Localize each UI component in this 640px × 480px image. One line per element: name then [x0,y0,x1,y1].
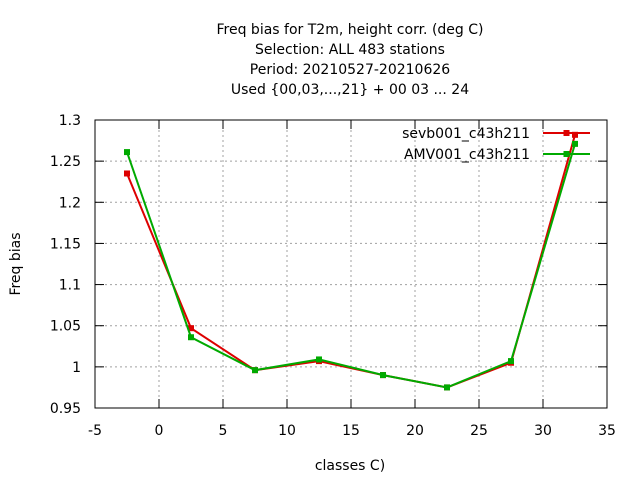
x-tick-label: 0 [155,423,164,439]
x-tick-label: 20 [406,423,424,439]
axis-ticks: -5 0 5 10 15 20 25 30 35 0.95 1 1.05 1.1 1.15 1.2 1.25 1… [50,113,616,439]
y-tick-label: 1.25 [50,154,81,170]
legend: sevb001_c43h211 AMV001_c43h211 [402,126,590,163]
series-1-point [124,170,130,177]
series-2-point [252,367,258,374]
x-tick-label: 5 [219,423,228,439]
title-line-3: Period: 20210527-20210626 [250,62,450,78]
x-tick-label: 30 [534,423,552,439]
y-axis-label: Freq bias [8,232,24,295]
x-tick-label: 35 [598,423,616,439]
x-tick-label: 10 [278,423,296,439]
y-tick-label: 1.2 [59,195,81,211]
legend-label-2: AMV001_c43h211 [404,147,530,163]
series-line-2 [126,143,576,389]
title-line-4: Used {00,03,...,21} + 00 03 ... 24 [231,82,469,98]
series-2-point [124,149,130,156]
y-tick-label: 1.05 [50,319,81,335]
series-lines [124,131,578,391]
title-line-1: Freq bias for T2m, height corr. (deg C) [217,22,484,38]
title-line-2: Selection: ALL 483 stations [255,42,445,58]
x-tick-label: -5 [88,423,102,439]
legend-marker-2 [563,151,570,157]
x-tick-label: 15 [342,423,360,439]
series-2-point [444,384,450,391]
series-1-point [188,325,194,332]
legend-marker-1 [563,130,570,136]
grid-lines [95,120,607,408]
series-2-point [316,356,322,363]
chart-title: Freq bias for T2m, height corr. (deg C) … [217,22,484,98]
series-2-point [508,358,514,365]
series-2-point [188,334,194,341]
x-tick-label: 25 [470,423,488,439]
y-tick-label: 1.3 [59,113,81,129]
y-tick-label: 1 [72,360,81,376]
series-2-point [380,372,386,379]
x-axis-label: classes C) [315,458,385,474]
series-1-point [572,131,578,138]
y-tick-label: 1.15 [50,236,81,252]
y-tick-label: 0.95 [50,401,81,417]
plot-frame [94,119,608,409]
series-2-point [572,140,578,147]
y-tick-label: 1.1 [59,278,81,294]
legend-label-1: sevb001_c43h211 [402,126,530,142]
